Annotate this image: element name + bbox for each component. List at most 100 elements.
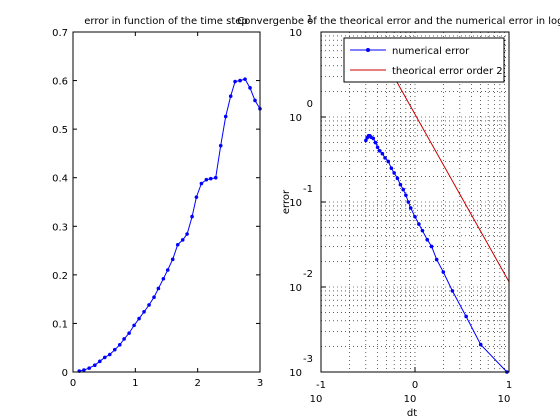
numerical-error-point <box>417 222 421 226</box>
right-y-tick-exponent: 0 <box>307 99 313 110</box>
left-data-point <box>218 143 223 148</box>
left-data-point <box>199 181 204 186</box>
left-data-point <box>238 78 242 83</box>
left-data-point <box>190 214 194 219</box>
left-chart-title: error in function of the time step <box>84 16 248 27</box>
numerical-error-point <box>434 257 439 262</box>
numerical-error-point <box>398 182 403 187</box>
right-x-tick-exponent: 0 <box>412 380 418 391</box>
left-data-point <box>194 195 199 199</box>
right-x-tick-exponent: -1 <box>316 380 326 391</box>
left-axes-box <box>72 31 261 373</box>
left-data-point <box>185 232 189 236</box>
right-y-tick-base: 10 <box>289 198 302 209</box>
left-x-tick-label: 2 <box>194 378 200 389</box>
legend: numerical error theorical error order 2 <box>343 37 505 83</box>
numerical-error-point <box>377 149 382 153</box>
numerical-error-point <box>404 193 408 198</box>
numerical-error-point <box>420 228 425 233</box>
right-y-tick-base: 10 <box>289 283 302 294</box>
left-y-tick-label: 0.6 <box>52 77 68 88</box>
legend-numerical-marker <box>366 48 370 52</box>
left-data-point <box>228 94 233 98</box>
left-chart: 0 1 2 3 0 0.1 0.2 0.3 0.4 0.5 0.6 0.7 error in func… <box>52 16 263 389</box>
left-data-point <box>137 316 141 321</box>
left-data-point <box>248 86 252 90</box>
numerical-error-point <box>389 166 394 170</box>
left-data-point <box>87 366 92 370</box>
left-x-tick-label: 0 <box>70 378 76 389</box>
numerical-error-point <box>450 289 455 293</box>
theorical-error-line <box>390 70 510 283</box>
numerical-error-point <box>371 136 376 141</box>
left-data-point <box>93 363 97 368</box>
left-data-point <box>161 276 166 281</box>
left-data-point <box>213 175 218 180</box>
right-x-tick-base: 10 <box>310 394 323 405</box>
numerical-error-point <box>380 151 385 156</box>
right-y-tick-exponent: -2 <box>303 269 313 280</box>
left-y-tick-label: 0.1 <box>52 319 68 330</box>
left-y-tick-label: 0.3 <box>52 222 68 233</box>
legend-theorical-label: theorical error order 2 <box>392 66 503 77</box>
right-x-tick-exponent: 1 <box>506 380 512 391</box>
left-tick-labels: 0 1 2 3 0 0.1 0.2 0.3 0.4 0.5 0.6 0.7 <box>52 28 263 389</box>
numerical-error-point <box>408 206 413 210</box>
left-data-point <box>147 303 151 307</box>
right-y-tick-base: 10 <box>289 28 302 39</box>
left-data-point <box>82 368 86 372</box>
right-y-axis-label: error <box>281 189 292 214</box>
numerical-error-point <box>406 200 411 204</box>
left-data-point <box>165 268 170 272</box>
numerical-error-point <box>375 145 380 150</box>
left-data-point <box>152 295 156 300</box>
left-data-point <box>132 323 136 328</box>
numerical-error-point <box>386 159 391 164</box>
numerical-error-point <box>464 314 468 319</box>
left-data-point <box>142 309 146 314</box>
right-x-axis-label: dt <box>407 408 417 419</box>
numerical-error-point <box>383 156 387 160</box>
numerical-error-point <box>395 176 400 181</box>
numerical-error-point <box>441 270 446 274</box>
numerical-error-point <box>392 171 396 175</box>
left-data-point <box>180 238 185 242</box>
right-x-tick-base: 10 <box>498 394 511 405</box>
right-x-tick-base: 10 <box>404 394 417 405</box>
right-chart-title: Convergenbe of the theorical error and t… <box>237 16 560 27</box>
right-y-tick-exponent: -3 <box>303 354 313 365</box>
right-y-tick-exponent: 1 <box>307 14 313 25</box>
numerical-error-point <box>413 214 417 219</box>
legend-box <box>343 37 505 83</box>
numerical-error-point <box>373 140 378 145</box>
left-data-point <box>98 359 102 364</box>
left-data-point <box>223 114 228 119</box>
left-data-point <box>204 177 209 182</box>
numerical-error-point <box>478 342 483 347</box>
left-data-point <box>102 355 107 360</box>
numerical-error-point <box>401 187 406 192</box>
numerical-error-point <box>364 138 368 143</box>
left-data-point <box>122 337 126 341</box>
left-x-tick-label: 1 <box>132 378 138 389</box>
left-data-point <box>243 77 247 81</box>
left-y-tick-label: 0 <box>62 368 68 379</box>
right-y-tick-base: 10 <box>289 368 302 379</box>
left-data-point <box>112 347 117 352</box>
left-data-point <box>253 98 257 103</box>
left-y-tick-label: 0.5 <box>52 125 68 136</box>
left-y-tick-label: 0.4 <box>52 174 68 185</box>
left-data-point <box>127 331 131 335</box>
numerical-error-point <box>429 244 434 249</box>
left-y-tick-label: 0.7 <box>52 28 68 39</box>
right-y-tick-base: 10 <box>289 113 302 124</box>
left-x-tick-label: 3 <box>257 378 263 389</box>
left-data-point <box>156 286 161 291</box>
numerical-error-point <box>425 237 430 242</box>
left-data-point <box>233 79 237 84</box>
left-data-point <box>117 343 122 347</box>
left-data-point <box>208 176 213 181</box>
